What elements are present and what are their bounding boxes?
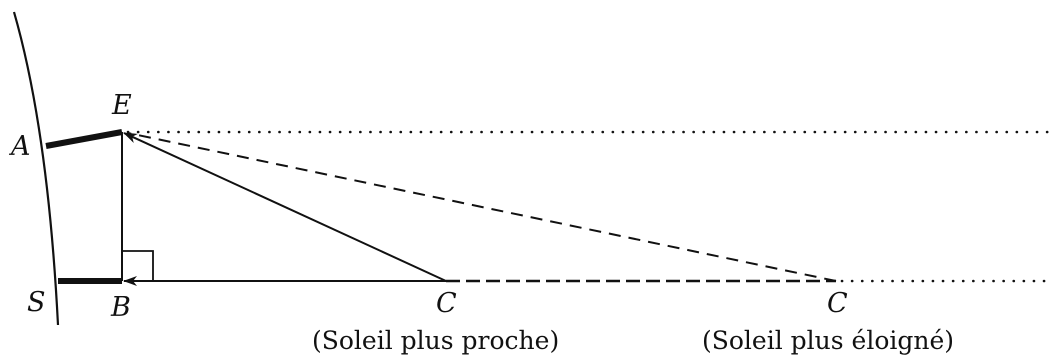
earth-surface-arc: [12, 11, 60, 326]
label-s: S: [27, 287, 46, 318]
caption-far-sun: (Soleil plus éloigné): [702, 326, 954, 355]
label-c-near: C: [436, 288, 457, 319]
ray-near-sun-to-e: [123, 132, 447, 282]
label-a: A: [8, 131, 31, 162]
label-e: E: [111, 90, 132, 121]
caption-near-sun: (Soleil plus proche): [312, 326, 559, 355]
label-c-far: C: [827, 288, 848, 319]
ray-far-sun-to-e-dashed: [127, 132, 837, 282]
label-b: B: [110, 292, 131, 323]
segment-ae-thick: [45, 129, 123, 149]
right-angle-marker: [122, 250, 154, 281]
